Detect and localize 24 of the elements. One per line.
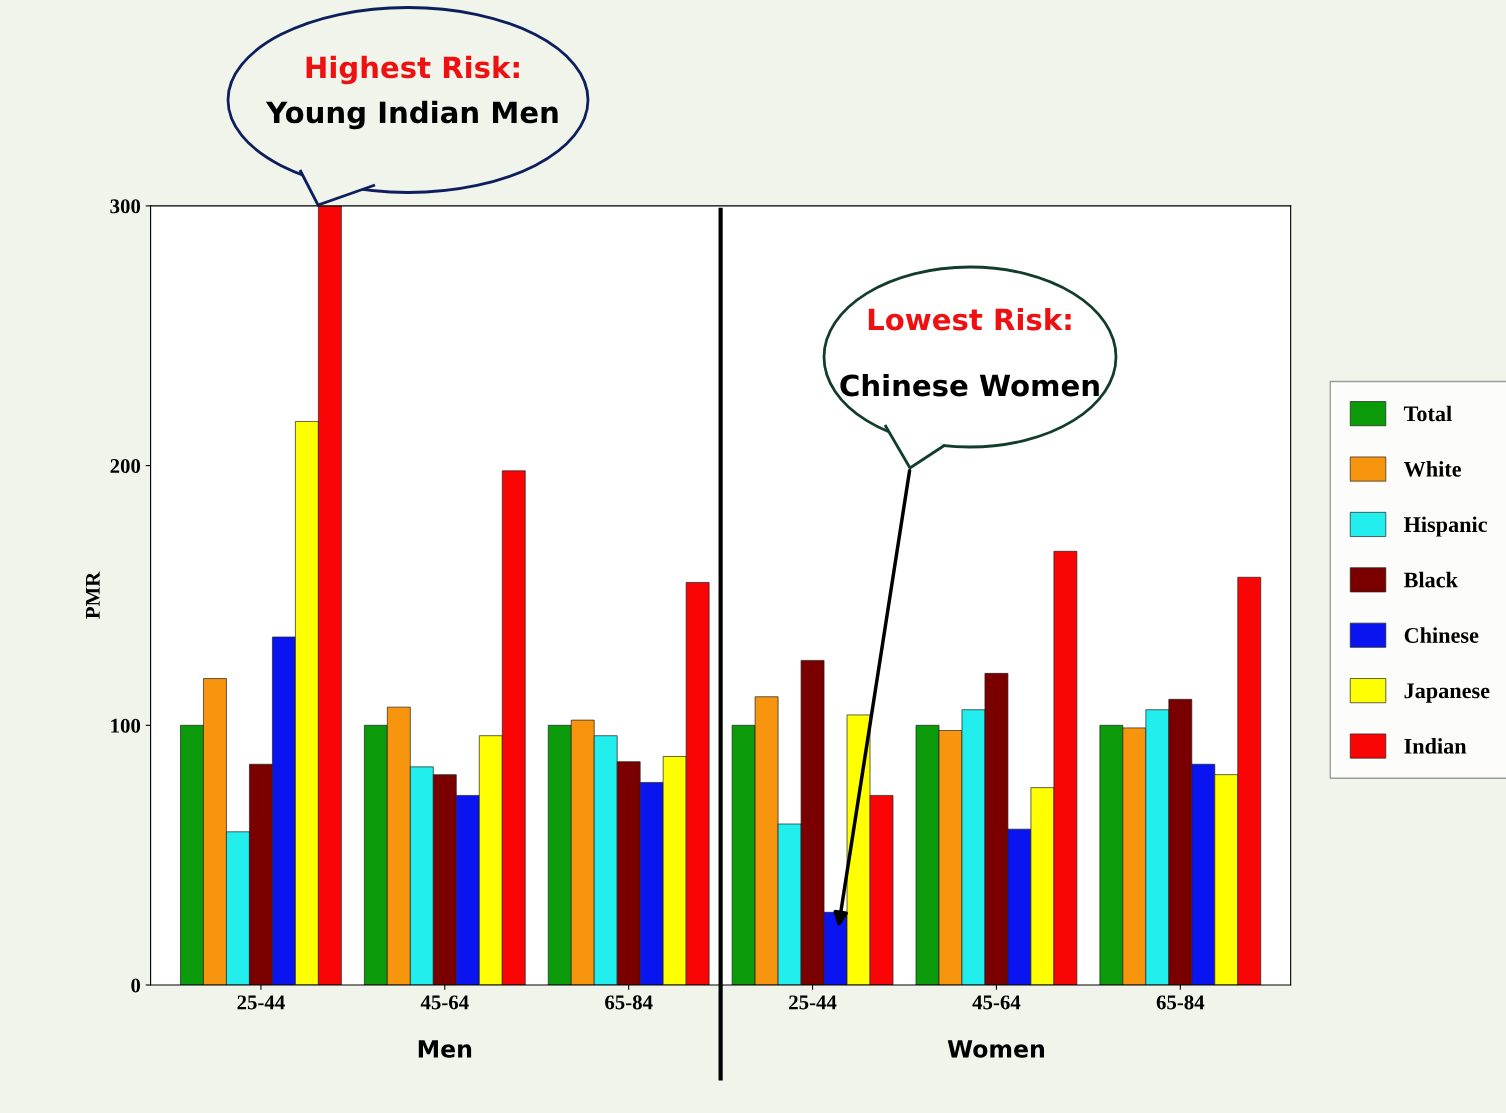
text: Women <box>947 1040 1045 1058</box>
x-tick-label: 65-84 <box>605 995 653 1010</box>
text: Young Indian Men <box>265 100 558 130</box>
text: Highest Risk: <box>306 55 519 85</box>
legend-label: Indian <box>1404 738 1467 754</box>
x-tick-label: 25-44 <box>237 995 285 1010</box>
legend-label: Black <box>1403 571 1458 588</box>
x-tick-label: 45-64 <box>420 995 469 1010</box>
legend-label: White <box>1403 461 1462 477</box>
y-tick-label: 0 <box>131 978 141 993</box>
legend-label: Japanese <box>1404 683 1490 703</box>
x-tick-label: 45-64 <box>972 995 1021 1010</box>
legend-label: Chinese <box>1404 627 1479 643</box>
x-tick-label: 25-44 <box>789 995 837 1010</box>
annotation: Lowest Risk: <box>868 307 1071 331</box>
y-tick-label: 200 <box>110 458 141 474</box>
text: Men <box>418 1040 472 1058</box>
y-tick-label: 100 <box>111 718 141 733</box>
annotation: Chinese Women <box>840 373 1099 397</box>
x-tick-label: 65-84 <box>1156 995 1205 1010</box>
legend-label: Hispanic <box>1403 516 1488 537</box>
y-axis-title: PMR <box>85 571 100 619</box>
legend-label: Total <box>1403 405 1452 422</box>
y-tick-label: 300 <box>110 199 141 214</box>
